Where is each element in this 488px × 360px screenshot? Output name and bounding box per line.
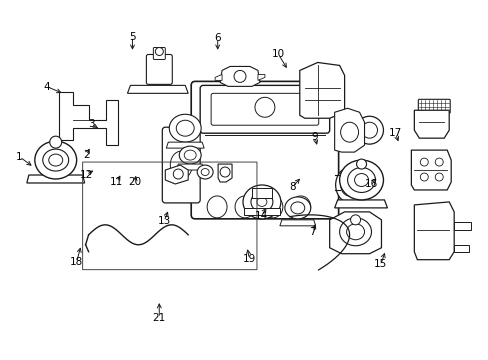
Text: 18: 18 bbox=[70, 257, 83, 267]
Circle shape bbox=[434, 173, 442, 181]
Polygon shape bbox=[453, 245, 468, 252]
Text: 12: 12 bbox=[80, 170, 93, 180]
Circle shape bbox=[434, 158, 442, 166]
Ellipse shape bbox=[235, 196, 254, 218]
FancyBboxPatch shape bbox=[162, 127, 200, 203]
Polygon shape bbox=[334, 108, 364, 152]
Polygon shape bbox=[127, 85, 188, 93]
Ellipse shape bbox=[170, 151, 192, 179]
FancyBboxPatch shape bbox=[146, 54, 172, 84]
Ellipse shape bbox=[243, 185, 280, 219]
Polygon shape bbox=[251, 188, 271, 198]
Ellipse shape bbox=[179, 146, 201, 164]
Ellipse shape bbox=[347, 167, 375, 193]
Polygon shape bbox=[220, 67, 260, 86]
Polygon shape bbox=[218, 164, 232, 182]
FancyBboxPatch shape bbox=[211, 93, 318, 125]
Polygon shape bbox=[413, 202, 453, 260]
Ellipse shape bbox=[290, 196, 310, 218]
Polygon shape bbox=[453, 222, 470, 230]
Ellipse shape bbox=[169, 114, 201, 142]
Polygon shape bbox=[329, 212, 381, 254]
Circle shape bbox=[361, 122, 377, 138]
Ellipse shape bbox=[290, 202, 304, 214]
Text: 10: 10 bbox=[271, 49, 285, 59]
Text: 20: 20 bbox=[128, 177, 141, 187]
Text: 15: 15 bbox=[373, 259, 386, 269]
Polygon shape bbox=[279, 220, 315, 226]
Polygon shape bbox=[410, 150, 450, 190]
FancyBboxPatch shape bbox=[191, 81, 338, 219]
Circle shape bbox=[356, 159, 366, 169]
Circle shape bbox=[420, 173, 427, 181]
Circle shape bbox=[155, 48, 163, 55]
FancyBboxPatch shape bbox=[417, 99, 449, 113]
Polygon shape bbox=[334, 200, 386, 208]
Text: 8: 8 bbox=[288, 182, 295, 192]
Ellipse shape bbox=[340, 122, 358, 142]
Polygon shape bbox=[299, 62, 344, 118]
Ellipse shape bbox=[176, 120, 194, 136]
Polygon shape bbox=[215, 75, 222, 80]
Circle shape bbox=[220, 167, 229, 177]
Ellipse shape bbox=[339, 160, 383, 200]
FancyBboxPatch shape bbox=[153, 48, 165, 59]
Ellipse shape bbox=[256, 197, 266, 206]
Circle shape bbox=[254, 97, 274, 117]
Ellipse shape bbox=[354, 174, 368, 186]
Ellipse shape bbox=[42, 149, 68, 171]
Text: 4: 4 bbox=[44, 82, 50, 92]
Text: 14: 14 bbox=[254, 211, 267, 221]
Circle shape bbox=[350, 215, 360, 225]
Circle shape bbox=[234, 71, 245, 82]
Ellipse shape bbox=[263, 196, 282, 218]
Polygon shape bbox=[176, 164, 203, 170]
Ellipse shape bbox=[207, 196, 226, 218]
Text: 13: 13 bbox=[157, 216, 170, 226]
Text: 19: 19 bbox=[242, 254, 256, 264]
Text: 5: 5 bbox=[129, 32, 136, 41]
Ellipse shape bbox=[35, 141, 77, 179]
Polygon shape bbox=[165, 165, 188, 184]
Text: 3: 3 bbox=[87, 120, 94, 129]
Circle shape bbox=[50, 136, 61, 148]
Ellipse shape bbox=[250, 192, 272, 212]
Ellipse shape bbox=[201, 168, 209, 176]
FancyBboxPatch shape bbox=[200, 85, 329, 133]
Ellipse shape bbox=[197, 165, 213, 179]
Ellipse shape bbox=[339, 218, 371, 246]
Text: 9: 9 bbox=[311, 132, 318, 142]
Ellipse shape bbox=[285, 197, 310, 219]
Polygon shape bbox=[413, 110, 448, 138]
Text: 7: 7 bbox=[309, 227, 315, 237]
Text: 11: 11 bbox=[110, 177, 123, 187]
Polygon shape bbox=[27, 175, 84, 183]
Polygon shape bbox=[59, 92, 118, 145]
Circle shape bbox=[355, 116, 383, 144]
Polygon shape bbox=[258, 75, 264, 80]
Text: 1: 1 bbox=[16, 152, 23, 162]
Text: 2: 2 bbox=[82, 150, 89, 160]
Ellipse shape bbox=[346, 224, 364, 240]
Text: 17: 17 bbox=[388, 129, 401, 138]
Circle shape bbox=[420, 158, 427, 166]
Text: 21: 21 bbox=[152, 313, 165, 323]
Polygon shape bbox=[244, 208, 279, 215]
Ellipse shape bbox=[184, 150, 196, 160]
Ellipse shape bbox=[335, 167, 363, 202]
Ellipse shape bbox=[340, 174, 358, 196]
Circle shape bbox=[173, 169, 183, 179]
Ellipse shape bbox=[49, 154, 62, 166]
Text: 6: 6 bbox=[214, 33, 221, 43]
Text: 16: 16 bbox=[364, 179, 377, 189]
Polygon shape bbox=[166, 142, 203, 148]
